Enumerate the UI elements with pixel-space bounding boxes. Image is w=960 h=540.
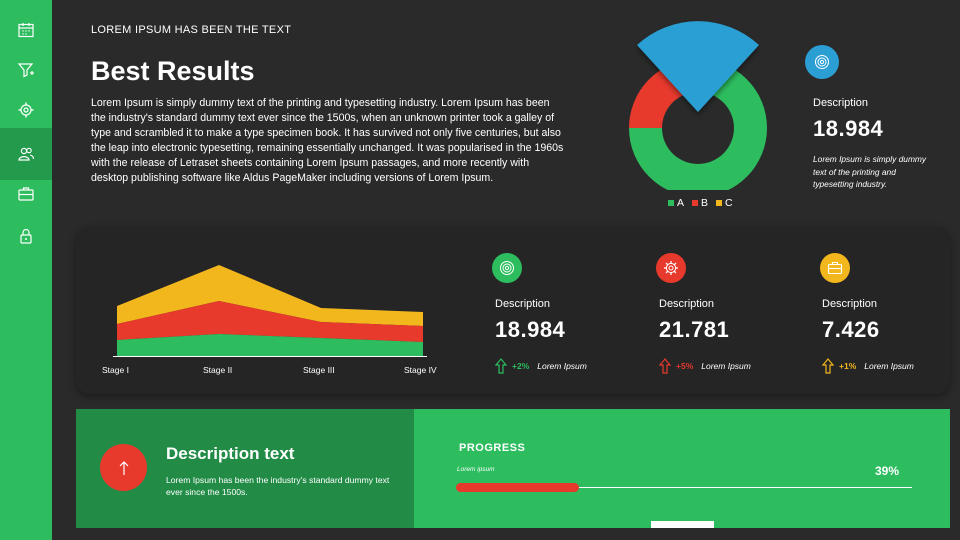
lock-icon <box>20 228 32 244</box>
stat-2-label: Description <box>659 298 715 310</box>
progress-caption: Lorem ipsum <box>457 466 495 473</box>
top-stat-note: Lorem Ipsum is simply dummy text of the … <box>813 154 927 189</box>
funnel-icon <box>17 63 34 78</box>
progress-title: PROGRESS <box>459 442 526 454</box>
donut-segment-b <box>629 65 683 128</box>
arrow-up-icon <box>659 358 671 374</box>
target-icon <box>500 261 514 275</box>
description-title: Description text <box>166 444 295 463</box>
stat-1-icon-badge <box>492 253 522 283</box>
progress-track <box>456 487 912 488</box>
stat-3-change: +1% <box>839 361 857 371</box>
area-series-3 <box>117 265 423 326</box>
sidebar-item-settings[interactable] <box>0 86 52 134</box>
stat-3-trend: +1% Lorem Ipsum <box>822 358 914 374</box>
x-tick-label: Stage I <box>102 365 129 375</box>
sidebar-item-funnel[interactable] <box>0 46 52 94</box>
progress-percent: 39% <box>875 464 900 478</box>
stat-3-value: 7.426 <box>822 317 880 342</box>
users-icon <box>18 147 35 161</box>
sidebar-item-briefcase[interactable] <box>0 170 52 218</box>
sidebar-item-lock[interactable] <box>0 212 52 260</box>
sidebar-item-users[interactable] <box>0 128 52 180</box>
intro-paragraph: Lorem Ipsum is simply dummy text of the … <box>91 97 564 185</box>
stat-1-change-label: Lorem Ipsum <box>537 361 587 371</box>
x-tick-label: Stage II <box>203 365 233 375</box>
donut-chart <box>624 20 774 197</box>
briefcase-icon <box>18 187 34 201</box>
calendar-icon <box>18 23 34 38</box>
legend-item-b: B <box>692 197 708 209</box>
x-tick-label: Stage III <box>303 365 335 375</box>
area-chart <box>96 256 456 380</box>
arrow-up-icon <box>119 460 128 475</box>
progress-fill <box>456 483 579 492</box>
stat-2-change-label: Lorem Ipsum <box>701 361 751 371</box>
gear-icon <box>18 102 34 118</box>
donut-segment-a <box>629 59 767 197</box>
legend-item-a: A <box>668 197 684 209</box>
stat-3-icon-badge <box>820 253 850 283</box>
stat-2-trend: +5% Lorem Ipsum <box>659 358 751 374</box>
description-text: Lorem Ipsum has been the industry's stan… <box>166 475 390 497</box>
arrow-up-icon <box>822 358 834 374</box>
gear-icon <box>664 261 678 275</box>
stat-2-icon-badge <box>656 253 686 283</box>
sidebar-item-calendar[interactable] <box>0 6 52 54</box>
sidebar <box>0 0 52 540</box>
header-kicker: LOREM IPSUM HAS BEEN THE TEXT <box>91 24 292 36</box>
legend-swatch-a <box>668 200 674 206</box>
stat-2-value: 21.781 <box>659 317 730 342</box>
target-icon <box>815 55 829 69</box>
top-stat-label: Description <box>813 97 869 109</box>
x-tick-label: Stage IV <box>404 365 437 375</box>
progress-card <box>414 409 950 528</box>
top-stat-value: 18.984 <box>813 116 884 141</box>
legend-swatch-b <box>692 200 699 206</box>
donut-legend: A B C <box>668 197 733 209</box>
briefcase-icon <box>827 261 843 275</box>
page-title: Best Results <box>91 56 255 86</box>
top-stat-icon-badge <box>805 45 839 79</box>
stat-2-change: +5% <box>676 361 694 371</box>
up-arrow-button[interactable] <box>100 444 147 491</box>
legend-item-c: C <box>716 197 733 209</box>
legend-swatch-c <box>716 200 723 206</box>
stat-3-change-label: Lorem Ipsum <box>864 361 914 371</box>
area-series-1 <box>117 334 423 356</box>
stat-1-label: Description <box>495 298 551 310</box>
arrow-up-icon <box>495 358 507 374</box>
stat-1-value: 18.984 <box>495 317 566 342</box>
stat-3-label: Description <box>822 298 878 310</box>
bottom-tab-indicator <box>651 521 714 528</box>
area-series-2 <box>117 301 423 342</box>
stat-1-trend: +2% Lorem Ipsum <box>495 358 587 374</box>
donut-highlight-wedge <box>637 21 759 112</box>
stat-1-change: +2% <box>512 361 530 371</box>
